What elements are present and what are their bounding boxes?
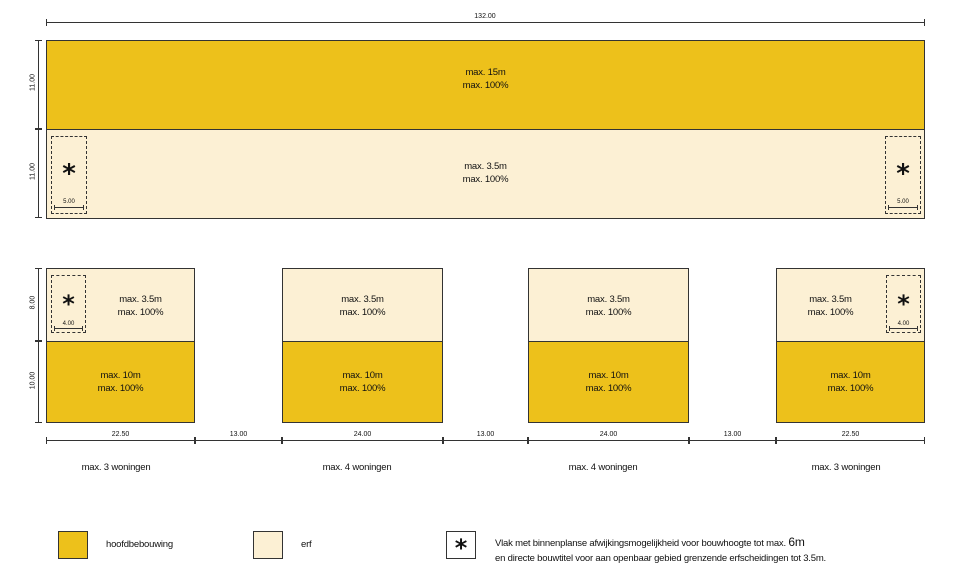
legend-star-height: 6m — [788, 535, 805, 549]
block-3-width-label: 24.00 — [599, 431, 618, 438]
block-4-yard-height-rule: max. 3.5m — [809, 294, 852, 305]
zone-width-label: 5.00 — [63, 199, 75, 205]
top-yard-height-dimension — [35, 129, 42, 218]
asterisk-icon: * — [896, 159, 910, 189]
top-main-height-dimension — [35, 40, 42, 129]
zone-width-label: 4.00 — [62, 321, 75, 327]
block-2-main-coverage-rule: max. 100% — [339, 383, 386, 394]
total-width-label: 132.00 — [474, 13, 496, 20]
gap-3-label: 13.00 — [723, 431, 742, 438]
building-block-1: max. 3.5m max. 100% * 4.00 max. 10m max.… — [46, 268, 195, 423]
legend-star-line2: en directe bouwtitel voor aan openbaar g… — [495, 553, 826, 564]
lower-yard-height-dimension — [35, 268, 42, 341]
block-4-main-height-rule: max. 10m — [830, 370, 871, 381]
zone-width-dimension — [54, 205, 84, 210]
zone-width-label: 5.00 — [897, 199, 909, 205]
block-1-yard: max. 3.5m max. 100% * 4.00 — [46, 268, 195, 342]
legend-main-label: hoofdbebouwing — [106, 539, 173, 550]
block-3-caption: max. 4 woningen — [568, 462, 638, 473]
top-yard-coverage-rule: max. 100% — [462, 174, 509, 185]
zone-width-dimension — [54, 326, 83, 331]
block-3-main-coverage-rule: max. 100% — [585, 383, 632, 394]
gap-1-label: 13.00 — [229, 431, 248, 438]
lower-yard-height-label: 8.00 — [29, 295, 37, 310]
building-block-4: max. 3.5m max. 100% * 4.00 max. 10m max.… — [776, 268, 925, 423]
block-1-main-building: max. 10m max. 100% — [46, 341, 195, 423]
top-left-deviation-zone: * 5.00 — [51, 136, 87, 214]
block-1-yard-coverage-rule: max. 100% — [117, 307, 164, 318]
block-3-yard-coverage-rule: max. 100% — [585, 307, 632, 318]
top-main-height-label: 11.00 — [29, 74, 37, 91]
block-1-yard-height-rule: max. 3.5m — [119, 294, 162, 305]
legend-main-swatch — [58, 531, 88, 559]
block-4-yard-coverage-rule: max. 100% — [807, 307, 854, 318]
block-1-width-label: 22.50 — [111, 431, 130, 438]
block-4-main-coverage-rule: max. 100% — [827, 383, 874, 394]
block-3-main-height-rule: max. 10m — [588, 370, 629, 381]
legend-star-text: Vlak met binnenplanse afwijkingsmogelijk… — [495, 535, 945, 566]
gap-3-dimension — [689, 437, 776, 444]
block-2-width-dimension — [282, 437, 443, 444]
block-1-main-coverage-rule: max. 100% — [97, 383, 144, 394]
legend-yard-label: erf — [301, 539, 312, 550]
block-4-main-building: max. 10m max. 100% — [776, 341, 925, 423]
block-3-yard-height-rule: max. 3.5m — [587, 294, 630, 305]
block-2-width-label: 24.00 — [353, 431, 372, 438]
asterisk-icon: * — [62, 159, 76, 189]
block-4-yard: max. 3.5m max. 100% * 4.00 — [776, 268, 925, 342]
building-block-2: max. 3.5m max. 100% max. 10m max. 100% — [282, 268, 443, 423]
block-2-caption: max. 4 woningen — [322, 462, 392, 473]
lower-main-height-dimension — [35, 341, 42, 423]
block-4-width-dimension — [776, 437, 925, 444]
zone-width-dimension — [888, 205, 918, 210]
asterisk-icon: * — [897, 290, 910, 318]
total-width-dimension — [46, 19, 925, 26]
block-1-width-dimension — [46, 437, 195, 444]
top-yard-area: max. 3.5m max. 100% * 5.00 * 5.00 — [46, 129, 925, 219]
top-main-building-area: max. 15m max. 100% — [46, 40, 925, 130]
zone-width-dimension — [889, 326, 918, 331]
legend-star-line1: Vlak met binnenplanse afwijkingsmogelijk… — [495, 538, 786, 549]
block-3-yard: max. 3.5m max. 100% — [528, 268, 689, 342]
block-1-deviation-zone: * 4.00 — [51, 275, 86, 333]
gap-1-dimension — [195, 437, 282, 444]
block-3-main-building: max. 10m max. 100% — [528, 341, 689, 423]
zone-width-label: 4.00 — [897, 321, 910, 327]
block-2-main-height-rule: max. 10m — [342, 370, 383, 381]
block-4-caption: max. 3 woningen — [811, 462, 881, 473]
block-2-yard-coverage-rule: max. 100% — [339, 307, 386, 318]
asterisk-icon: * — [62, 290, 75, 318]
block-3-width-dimension — [528, 437, 689, 444]
top-main-height-rule: max. 15m — [465, 67, 506, 78]
block-1-main-height-rule: max. 10m — [100, 370, 141, 381]
block-4-width-label: 22.50 — [841, 431, 860, 438]
lower-main-height-label: 10.00 — [29, 371, 37, 390]
gap-2-label: 13.00 — [476, 431, 495, 438]
gap-2-dimension — [443, 437, 528, 444]
block-2-yard-height-rule: max. 3.5m — [341, 294, 384, 305]
top-main-coverage-rule: max. 100% — [462, 80, 509, 91]
top-yard-height-rule: max. 3.5m — [464, 161, 507, 172]
block-2-yard: max. 3.5m max. 100% — [282, 268, 443, 342]
legend-yard-swatch — [253, 531, 283, 559]
block-4-deviation-zone: * 4.00 — [886, 275, 921, 333]
top-yard-height-label: 11.00 — [29, 163, 37, 180]
top-right-deviation-zone: * 5.00 — [885, 136, 921, 214]
legend-star-swatch: * — [446, 531, 476, 562]
block-1-caption: max. 3 woningen — [81, 462, 151, 473]
block-2-main-building: max. 10m max. 100% — [282, 341, 443, 423]
asterisk-icon: * — [454, 534, 468, 562]
building-block-3: max. 3.5m max. 100% max. 10m max. 100% — [528, 268, 689, 423]
